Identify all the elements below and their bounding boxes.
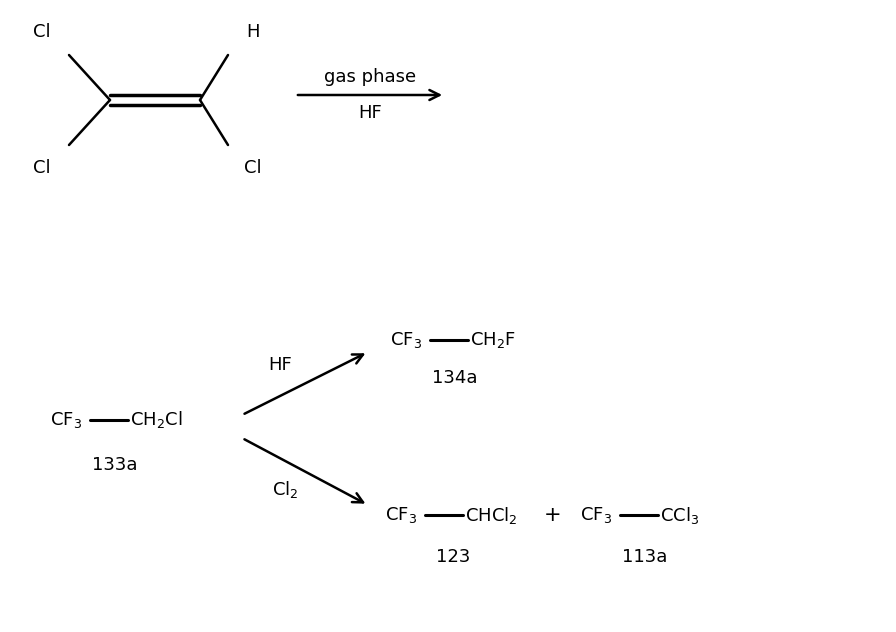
Text: $\mathrm{Cl_2}$: $\mathrm{Cl_2}$	[271, 479, 298, 500]
Text: $\mathrm{CF_3}$: $\mathrm{CF_3}$	[580, 505, 612, 525]
Text: HF: HF	[358, 104, 382, 122]
Text: $\mathrm{CF_3}$: $\mathrm{CF_3}$	[50, 410, 82, 430]
Text: H: H	[246, 23, 260, 41]
Text: $\mathrm{CHCl_2}$: $\mathrm{CHCl_2}$	[465, 504, 518, 525]
Text: Cl: Cl	[245, 159, 262, 177]
Text: $\mathrm{CF_3}$: $\mathrm{CF_3}$	[385, 505, 417, 525]
Text: +: +	[544, 505, 562, 525]
Text: $\mathrm{CCl_3}$: $\mathrm{CCl_3}$	[660, 504, 699, 525]
Text: $\mathrm{CF_3}$: $\mathrm{CF_3}$	[390, 330, 422, 350]
Text: $\mathrm{CH_2Cl}$: $\mathrm{CH_2Cl}$	[130, 410, 183, 430]
Text: 113a: 113a	[623, 548, 668, 566]
Text: 134a: 134a	[432, 369, 478, 387]
Text: gas phase: gas phase	[324, 68, 416, 86]
Text: Cl: Cl	[33, 159, 51, 177]
Text: 133a: 133a	[92, 456, 138, 474]
Text: $\mathrm{CH_2F}$: $\mathrm{CH_2F}$	[470, 330, 516, 350]
Text: Cl: Cl	[33, 23, 51, 41]
Text: 123: 123	[435, 548, 470, 566]
Text: HF: HF	[268, 356, 292, 375]
